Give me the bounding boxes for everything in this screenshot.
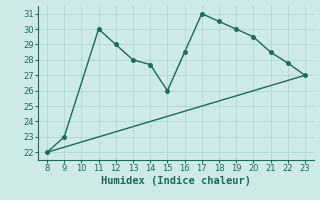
X-axis label: Humidex (Indice chaleur): Humidex (Indice chaleur) — [101, 176, 251, 186]
